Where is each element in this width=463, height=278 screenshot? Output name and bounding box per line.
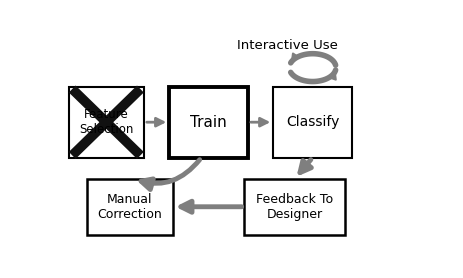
FancyBboxPatch shape xyxy=(169,87,248,158)
FancyBboxPatch shape xyxy=(273,87,352,158)
FancyBboxPatch shape xyxy=(69,87,144,158)
Text: Train: Train xyxy=(190,115,227,130)
FancyBboxPatch shape xyxy=(87,179,173,235)
Text: Feature
Selection: Feature Selection xyxy=(79,108,133,136)
FancyBboxPatch shape xyxy=(244,179,345,235)
Text: Feedback To
Designer: Feedback To Designer xyxy=(256,193,333,221)
Text: Manual
Correction: Manual Correction xyxy=(97,193,162,221)
Text: Interactive Use: Interactive Use xyxy=(237,39,338,51)
Text: Classify: Classify xyxy=(286,115,339,129)
